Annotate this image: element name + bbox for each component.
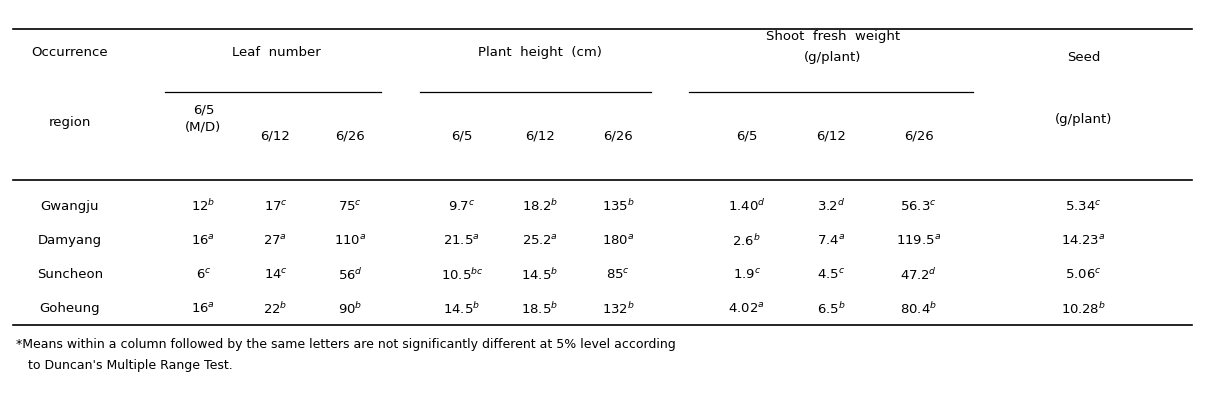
Text: 3.2$^d$: 3.2$^d$ [817, 199, 845, 214]
Text: 75$^c$: 75$^c$ [339, 199, 362, 214]
Text: 180$^a$: 180$^a$ [601, 234, 634, 248]
Text: 132$^b$: 132$^b$ [601, 301, 635, 317]
Text: Occurrence: Occurrence [31, 46, 108, 59]
Text: *Means within a column followed by the same letters are not significantly differ: *Means within a column followed by the s… [16, 338, 676, 351]
Text: Plant  height  (cm): Plant height (cm) [478, 46, 602, 59]
Text: 18.2$^b$: 18.2$^b$ [522, 199, 558, 214]
Text: 47.2$^d$: 47.2$^d$ [900, 267, 937, 283]
Text: 25.2$^a$: 25.2$^a$ [522, 234, 558, 248]
Text: 18.5$^b$: 18.5$^b$ [522, 301, 558, 317]
Text: Damyang: Damyang [37, 234, 102, 247]
Text: 14.5$^b$: 14.5$^b$ [522, 267, 558, 283]
Text: 6/5: 6/5 [451, 129, 472, 142]
Text: Gwangju: Gwangju [41, 200, 99, 213]
Text: 1.9$^c$: 1.9$^c$ [733, 268, 760, 282]
Text: 2.6$^b$: 2.6$^b$ [733, 233, 762, 248]
Text: 14.5$^b$: 14.5$^b$ [443, 301, 481, 317]
Text: (g/plant): (g/plant) [804, 51, 862, 64]
Text: 12$^b$: 12$^b$ [192, 199, 216, 214]
Text: 110$^a$: 110$^a$ [334, 234, 366, 248]
Text: 22$^b$: 22$^b$ [263, 301, 288, 317]
Text: 6/5: 6/5 [193, 104, 214, 117]
Text: to Duncan's Multiple Range Test.: to Duncan's Multiple Range Test. [16, 359, 233, 372]
Text: region: region [48, 117, 92, 130]
Text: 4.02$^a$: 4.02$^a$ [729, 302, 765, 316]
Text: 6/12: 6/12 [525, 129, 556, 142]
Text: 6/5: 6/5 [736, 129, 758, 142]
Text: 21.5$^a$: 21.5$^a$ [443, 234, 480, 248]
Text: 135$^b$: 135$^b$ [601, 199, 635, 214]
Text: 16$^a$: 16$^a$ [192, 302, 216, 316]
Text: 1.40$^d$: 1.40$^d$ [728, 199, 765, 214]
Text: 56.3$^c$: 56.3$^c$ [900, 199, 937, 214]
Text: Seed: Seed [1066, 51, 1100, 64]
Text: 9.7$^c$: 9.7$^c$ [448, 199, 476, 214]
Text: 6/26: 6/26 [904, 129, 934, 142]
Text: 16$^a$: 16$^a$ [192, 234, 216, 248]
Text: 119.5$^a$: 119.5$^a$ [897, 234, 941, 248]
Text: 6$^c$: 6$^c$ [195, 268, 211, 282]
Text: 85$^c$: 85$^c$ [606, 268, 630, 282]
Text: 14.23$^a$: 14.23$^a$ [1062, 234, 1105, 248]
Text: 5.06$^c$: 5.06$^c$ [1065, 268, 1101, 282]
Text: 27$^a$: 27$^a$ [264, 234, 288, 248]
Text: Leaf  number: Leaf number [233, 46, 321, 59]
Text: Suncheon: Suncheon [37, 268, 102, 281]
Text: 80.4$^b$: 80.4$^b$ [900, 301, 937, 317]
Text: 7.4$^a$: 7.4$^a$ [817, 234, 845, 248]
Text: 6.5$^b$: 6.5$^b$ [817, 301, 845, 317]
Text: 56$^d$: 56$^d$ [337, 267, 363, 283]
Text: 6/12: 6/12 [816, 129, 846, 142]
Text: 6/26: 6/26 [604, 129, 633, 142]
Text: 14$^c$: 14$^c$ [264, 268, 288, 282]
Text: Shoot  fresh  weight: Shoot fresh weight [765, 30, 900, 43]
Text: 6/26: 6/26 [335, 129, 365, 142]
Text: 90$^b$: 90$^b$ [337, 301, 363, 317]
Text: 6/12: 6/12 [260, 129, 290, 142]
Text: 10.28$^b$: 10.28$^b$ [1062, 301, 1106, 317]
Text: (M/D): (M/D) [186, 120, 222, 134]
Text: 4.5$^c$: 4.5$^c$ [817, 268, 845, 282]
Text: 10.5$^{bc}$: 10.5$^{bc}$ [441, 267, 483, 283]
Text: (g/plant): (g/plant) [1054, 113, 1112, 126]
Text: Goheung: Goheung [40, 303, 100, 315]
Text: 5.34$^c$: 5.34$^c$ [1065, 199, 1101, 214]
Text: 17$^c$: 17$^c$ [264, 199, 288, 214]
